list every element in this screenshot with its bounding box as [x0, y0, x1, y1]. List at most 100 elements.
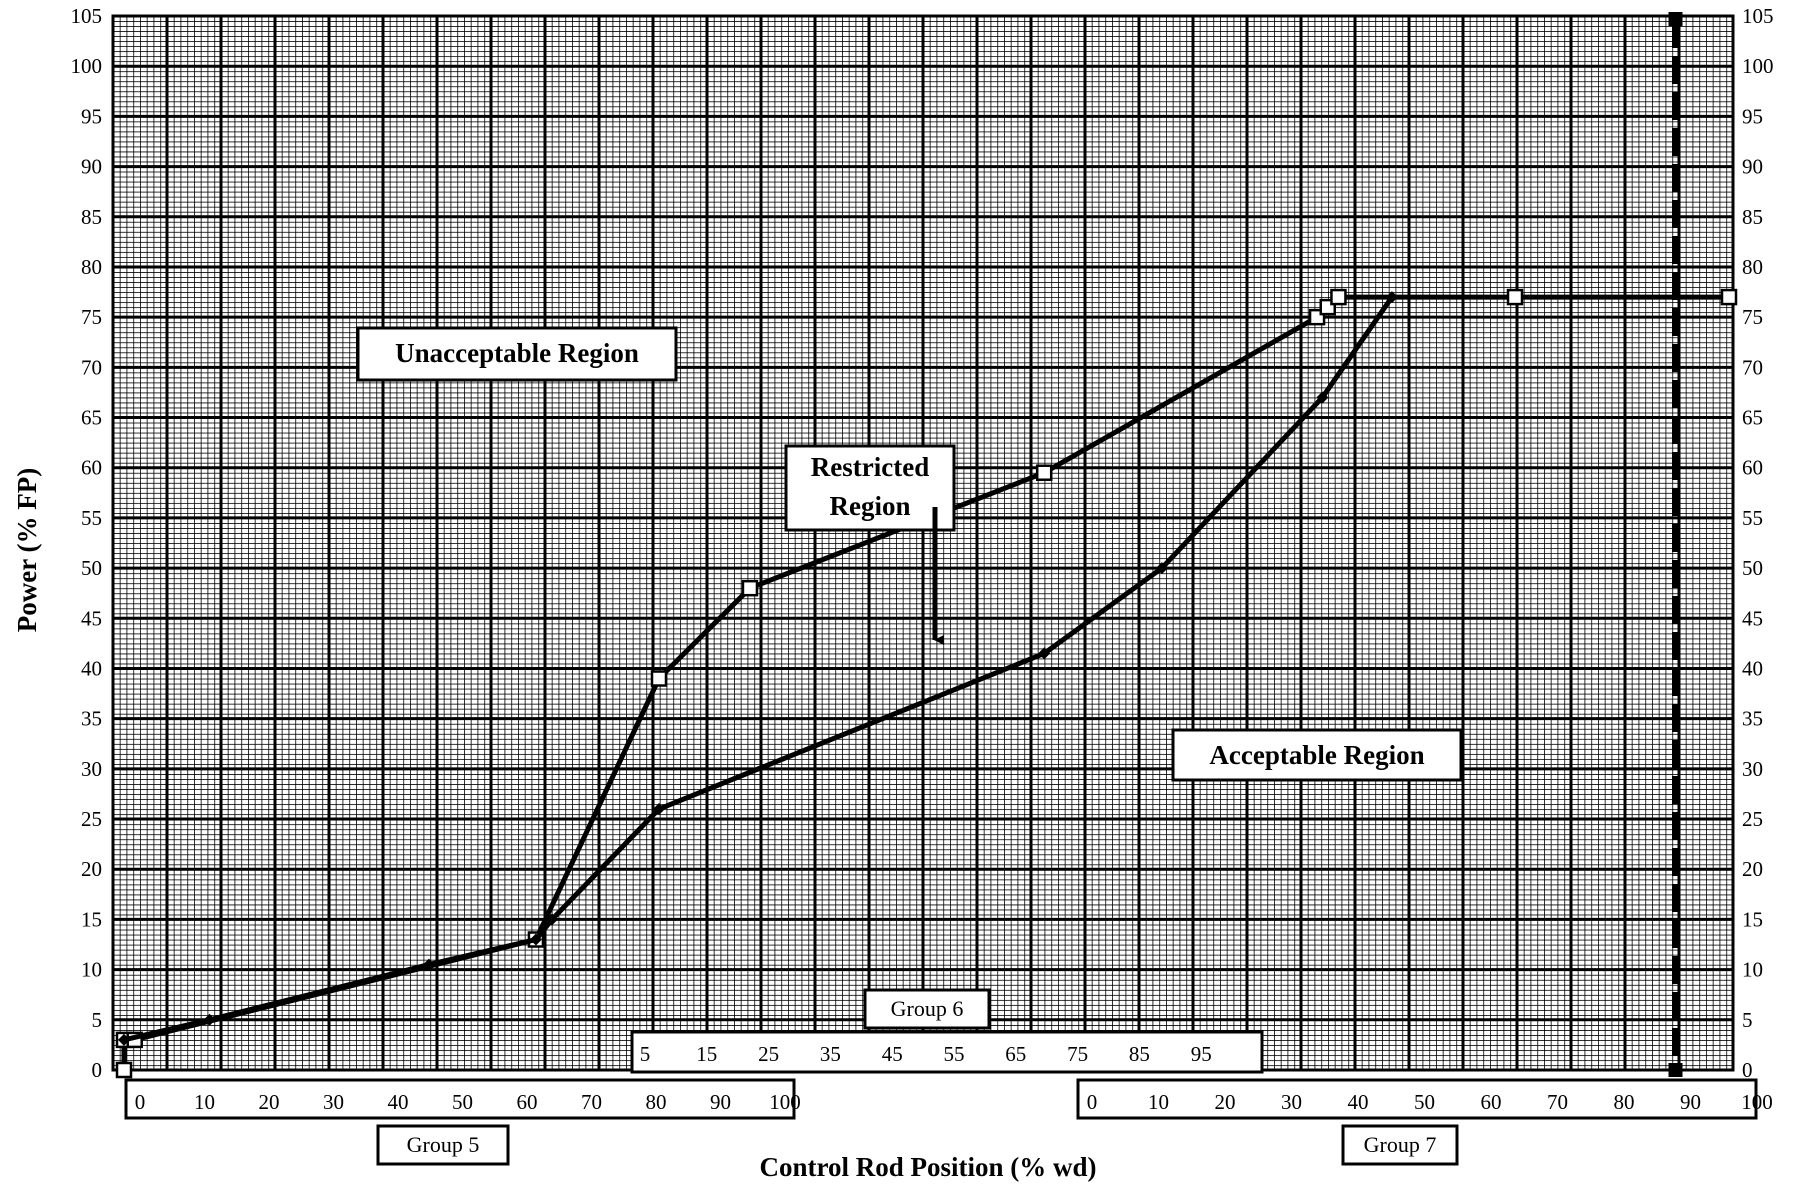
group-scale-label: 50: [1414, 1090, 1435, 1114]
y-right-tick-label: 5: [1742, 1008, 1753, 1032]
y-right-tick-label: 20: [1742, 857, 1763, 881]
group-scale-label: 55: [944, 1042, 965, 1066]
y-right-tick-label: 30: [1742, 757, 1763, 781]
y-tick-label: 65: [81, 406, 102, 430]
y-right-tick-label: 25: [1742, 807, 1763, 831]
group-scale-label: 0: [135, 1090, 146, 1114]
group-scale-label: 40: [388, 1090, 409, 1114]
y-right-tick-label: 65: [1742, 406, 1763, 430]
series-2-point: [653, 803, 665, 816]
y-tick-label: 35: [81, 707, 102, 731]
y-tick-label: 95: [81, 104, 102, 128]
y-right-tick-label: 40: [1742, 656, 1763, 680]
y-tick-label: 5: [92, 1008, 103, 1032]
y-tick-label: 10: [81, 958, 102, 982]
series-1-point: [1720, 288, 1738, 306]
vertical-line-top-marker: [1668, 12, 1683, 26]
group-scale-label: 5: [640, 1042, 651, 1066]
series-2-point: [203, 1013, 216, 1026]
group-scale-label: 30: [1281, 1090, 1302, 1114]
group-scale-label: 60: [517, 1090, 538, 1114]
y-tick-label: 85: [81, 205, 102, 229]
group5-scale-labels: 0 10 20 30 40 50 60 70 80 90 100: [135, 1090, 801, 1114]
y-tick-label: 90: [81, 155, 102, 179]
group5-name: Group 5: [407, 1132, 480, 1157]
group7-name-box: Group 7: [1341, 1124, 1459, 1166]
series-1-point: [1506, 288, 1524, 306]
group-scale-label: 20: [1215, 1090, 1236, 1114]
y-tick-label: 25: [81, 807, 102, 831]
y-right-tick-label: 10: [1742, 958, 1763, 982]
vertical-line-bottom-marker: [1668, 1063, 1683, 1077]
group5-name-box: Group 5: [376, 1124, 510, 1166]
group-scale-label: 60: [1481, 1090, 1502, 1114]
group-scale-label: 0: [1087, 1090, 1098, 1114]
y-right-tick-label: 15: [1742, 907, 1763, 931]
y-right-tick-label: 90: [1742, 155, 1763, 179]
group-scale-label: 35: [820, 1042, 841, 1066]
series-2-point: [1316, 391, 1329, 404]
y-right-tick-label: 55: [1742, 506, 1763, 530]
y-right-tick-label: 95: [1742, 104, 1763, 128]
series-1-point: [741, 579, 759, 597]
y-tick-label: 15: [81, 907, 102, 931]
y-tick-label: 0: [92, 1058, 103, 1082]
group7-name: Group 7: [1364, 1132, 1437, 1157]
group-scale-label: 90: [1680, 1090, 1701, 1114]
group-scale-label: 45: [882, 1042, 903, 1066]
y-right-tick-label: 0: [1742, 1058, 1753, 1082]
group-scale-label: 30: [323, 1090, 344, 1114]
y-tick-label: 75: [81, 305, 102, 329]
y-right-tick-label: 70: [1742, 355, 1763, 379]
y-right-tick-label: 75: [1742, 305, 1763, 329]
group-scale-label: 70: [1547, 1090, 1568, 1114]
group-scale-label: 95: [1191, 1042, 1212, 1066]
right-y-tick-labels: 0 5 10 15 20 25 30 35 40 45 50 55 60 65 70 75 80 85 90 95 10…: [1742, 4, 1774, 1082]
y-tick-label: 60: [81, 456, 102, 480]
y-tick-label: 55: [81, 506, 102, 530]
y-tick-label: 70: [81, 355, 102, 379]
y-axis-title: Power (% FP): [12, 468, 42, 632]
y-tick-label: 20: [81, 857, 102, 881]
series-2-point: [118, 1033, 130, 1046]
series-2-point: [422, 958, 435, 971]
group6-scale-box: [630, 1030, 1264, 1074]
unacceptable-region-label: Unacceptable Region: [395, 338, 639, 368]
group-scale-label: 10: [1148, 1090, 1169, 1114]
group-scale-label: 100: [769, 1090, 801, 1114]
series-2-line: [123, 295, 1395, 1043]
series-1-point: [1330, 288, 1347, 306]
group6-name: Group 6: [891, 996, 964, 1021]
x-axis-title: Control Rod Position (% wd): [759, 1152, 1096, 1182]
restricted-region-label-line1: Restricted: [811, 452, 929, 482]
group-scale-label: 100: [1741, 1090, 1773, 1114]
group-scale-label: 15: [696, 1042, 717, 1066]
y-right-tick-label: 80: [1742, 255, 1763, 279]
group5-scale-box: [124, 1078, 796, 1120]
group6-name-box: Group 6: [863, 988, 991, 1030]
group-scale-label: 85: [1129, 1042, 1150, 1066]
group-scale-label: 80: [646, 1090, 667, 1114]
y-right-tick-label: 35: [1742, 707, 1763, 731]
y-right-tick-label: 105: [1742, 4, 1774, 28]
group-scale-label: 75: [1067, 1042, 1088, 1066]
y-tick-label: 50: [81, 556, 102, 580]
group-scale-label: 90: [710, 1090, 731, 1114]
y-tick-label: 40: [81, 656, 102, 680]
unacceptable-region-box: Unacceptable Region: [356, 326, 678, 382]
restricted-region-box: Restricted Region: [784, 444, 956, 532]
y-right-tick-label: 45: [1742, 606, 1763, 630]
group-scale-label: 20: [259, 1090, 280, 1114]
y-right-tick-label: 60: [1742, 456, 1763, 480]
y-tick-label: 105: [71, 4, 103, 28]
y-right-tick-label: 100: [1742, 54, 1774, 78]
group-scale-label: 50: [452, 1090, 473, 1114]
y-tick-label: 100: [71, 54, 103, 78]
y-tick-label: 45: [81, 606, 102, 630]
series-1-point: [115, 1061, 133, 1079]
group6-scale-labels: 5 15 25 35 45 55 65 75 85 95: [640, 1042, 1212, 1066]
series-2-point: [1038, 647, 1051, 660]
series-2-point: [1155, 562, 1168, 575]
group-scale-label: 65: [1005, 1042, 1026, 1066]
